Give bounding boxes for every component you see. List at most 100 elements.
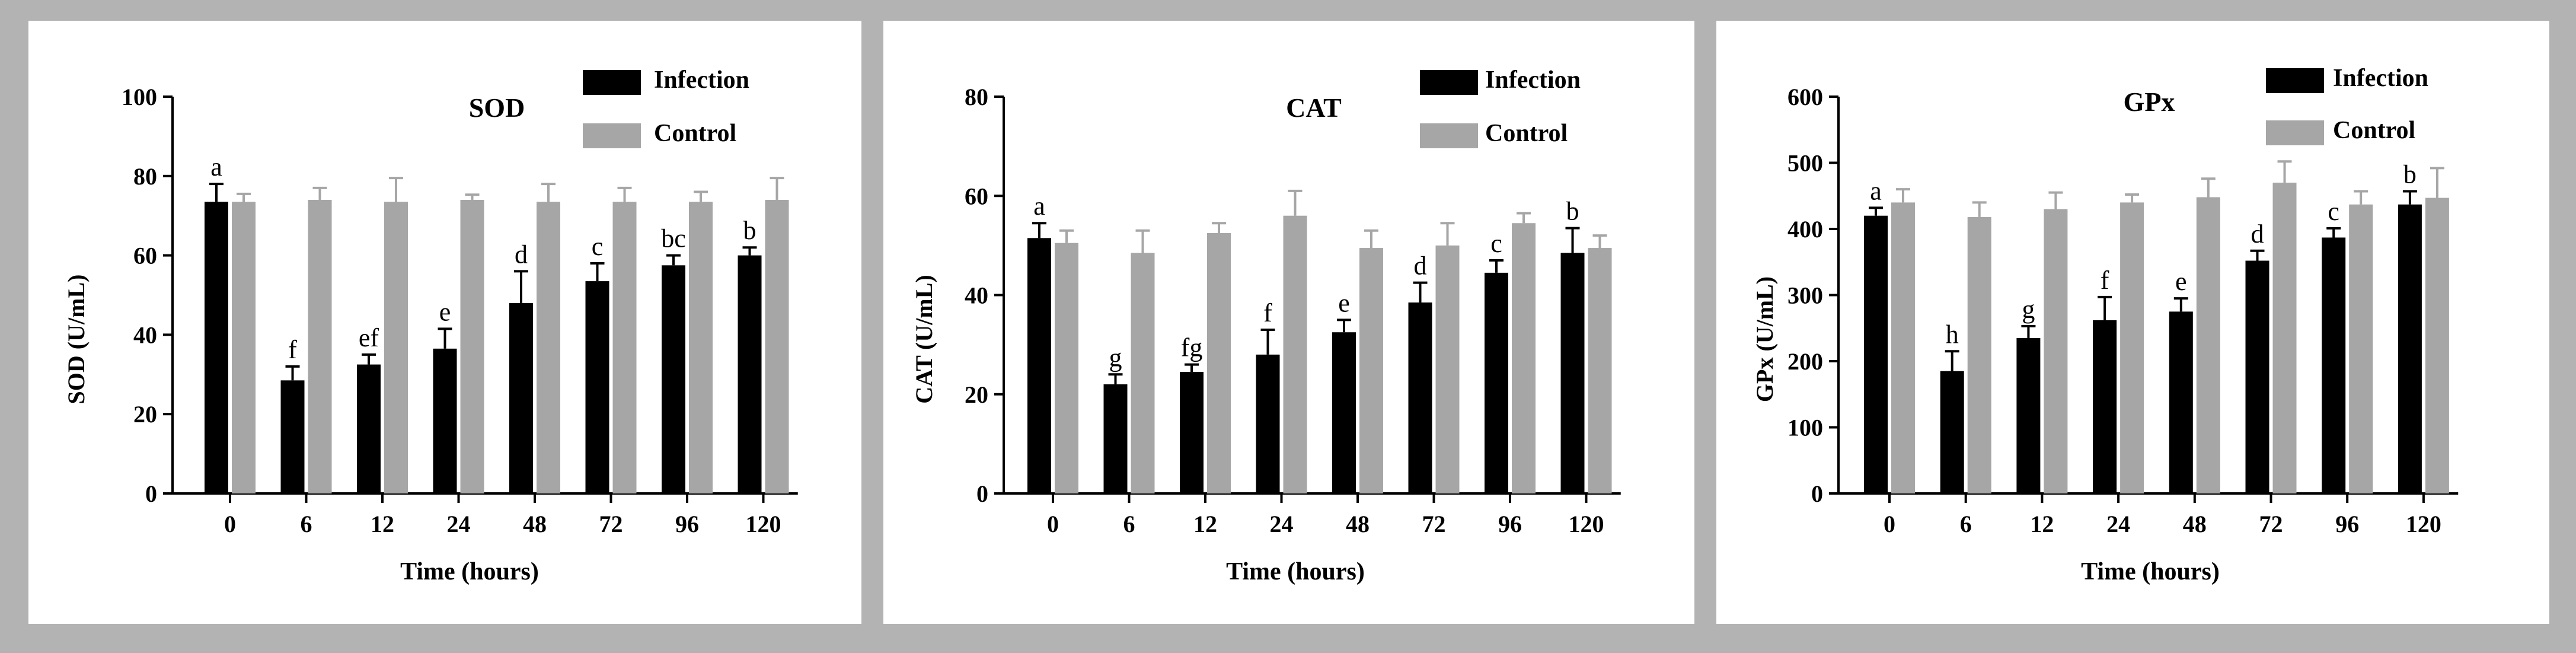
y-tick-label: 100 (122, 84, 157, 110)
x-tick-label: 120 (1569, 511, 1604, 537)
x-tick-label: 48 (1346, 511, 1370, 537)
significance-letter: d (1414, 251, 1427, 281)
x-tick-label: 0 (224, 511, 236, 537)
bar-infection (738, 255, 762, 493)
x-tick-label: 96 (675, 511, 699, 537)
chart-title: CAT (1286, 93, 1342, 123)
x-tick-label: 12 (2030, 511, 2054, 537)
x-tick-label: 120 (2406, 511, 2441, 537)
bar-infection (1180, 372, 1204, 493)
bar-control (1359, 248, 1383, 493)
significance-letter: d (2251, 219, 2264, 249)
bar-infection (2245, 260, 2269, 493)
bar-control (2272, 182, 2297, 493)
bar-control (2349, 204, 2373, 493)
significance-letter: c (2328, 197, 2339, 226)
plot-area: 0 20 40 60 80 100 0 6 12 24 48 72 96 120 a f ef e d c bc b (122, 84, 798, 537)
x-tick-label: 6 (1123, 511, 1135, 537)
y-tick-label: 40 (965, 282, 988, 309)
y-axis-label: GPx (U/mL) (1751, 276, 1778, 402)
x-tick-label: 0 (1884, 511, 1895, 537)
bar-infection (205, 202, 228, 493)
bar-infection (2169, 311, 2193, 493)
bar-infection (1027, 238, 1051, 493)
significance-letter: a (1033, 192, 1045, 221)
y-tick-label: 600 (1787, 84, 1823, 110)
legend-swatch-infection (1420, 70, 1478, 95)
bar-infection (509, 302, 533, 493)
x-axis-label: Time (hours) (1226, 558, 1365, 585)
bar-infection (2398, 204, 2422, 493)
x-tick-label: 72 (1422, 511, 1446, 537)
bar-infection (1103, 384, 1128, 493)
x-axis-label: Time (hours) (400, 558, 539, 585)
bar-control (1283, 215, 1307, 493)
y-axis-label: CAT (U/mL) (911, 275, 937, 403)
x-tick-label: 12 (1193, 511, 1217, 537)
x-tick-label: 96 (1498, 511, 1522, 537)
bar-infection (433, 348, 457, 493)
significance-letter: ef (359, 323, 379, 352)
plot-area: 0 20 40 60 80 0 6 12 24 48 72 96 120 a g fg f e d c b (965, 84, 1621, 537)
significance-letter: h (1946, 320, 1959, 349)
significance-letter: e (439, 297, 451, 326)
bar-infection (357, 364, 381, 493)
x-tick-label: 6 (301, 511, 312, 537)
x-tick-label: 72 (2259, 511, 2283, 537)
y-tick-label: 0 (1811, 480, 1823, 507)
bar-control (1891, 202, 1915, 493)
significance-letter: b (743, 216, 756, 245)
bar-infection (280, 380, 305, 493)
legend-swatch-control (1420, 123, 1478, 148)
y-tick-label: 100 (1787, 415, 1823, 441)
bar-control (1131, 253, 1155, 493)
chart-title: GPx (2124, 87, 2175, 117)
bar-control (537, 202, 560, 493)
bar-infection (1256, 354, 1280, 493)
bar-control (765, 199, 789, 493)
y-tick-label: 40 (133, 321, 157, 348)
legend-label-infection: Infection (1485, 66, 1581, 94)
x-tick-label: 120 (746, 511, 781, 537)
bar-infection (662, 265, 685, 493)
y-tick-label: 300 (1787, 282, 1823, 309)
x-tick-label: 72 (599, 511, 623, 537)
significance-letter: g (2022, 295, 2035, 324)
bar-control (1435, 245, 1460, 493)
y-tick-label: 200 (1787, 348, 1823, 375)
x-tick-label: 48 (2183, 511, 2207, 537)
bar-infection (1408, 302, 1432, 493)
chart-title: SOD (469, 93, 525, 123)
y-tick-label: 80 (965, 84, 988, 110)
sod-chart: SOD SOD (U/mL) Time (hours) Infection Co… (63, 66, 798, 585)
legend-swatch-infection (583, 70, 641, 95)
legend-swatch-infection (2266, 68, 2324, 93)
bar-control (460, 199, 484, 493)
plot-area: 0 100 200 300 400 500 600 0 6 12 24 48 72 96 120 a h g f e d… (1787, 84, 2459, 537)
bar-control (2120, 202, 2144, 493)
significance-letter: e (1338, 288, 1350, 317)
legend-label-control: Control (1485, 120, 1568, 147)
x-tick-label: 24 (2106, 511, 2130, 537)
bar-infection (1864, 215, 1888, 493)
legend-label-infection: Infection (2333, 65, 2428, 92)
significance-letter: f (2101, 266, 2109, 295)
y-tick-label: 20 (133, 401, 157, 428)
bar-control (232, 202, 256, 493)
significance-letter: c (1490, 229, 1502, 258)
bar-control (612, 202, 637, 493)
y-tick-label: 500 (1787, 150, 1823, 177)
bar-infection (1485, 272, 1508, 493)
significance-letter: bc (661, 224, 686, 253)
bar-infection (1940, 371, 1964, 493)
significance-letter: f (288, 335, 297, 364)
legend-label-control: Control (2333, 117, 2415, 144)
significance-letter: a (1870, 176, 1882, 205)
bar-control (308, 199, 332, 493)
significance-letter: fg (1181, 333, 1203, 362)
sod-panel: SOD SOD (U/mL) Time (hours) Infection Co… (28, 21, 861, 624)
x-axis-label: Time (hours) (2081, 558, 2220, 585)
legend-label-control: Control (654, 120, 736, 147)
significance-letter: b (1566, 197, 1579, 226)
